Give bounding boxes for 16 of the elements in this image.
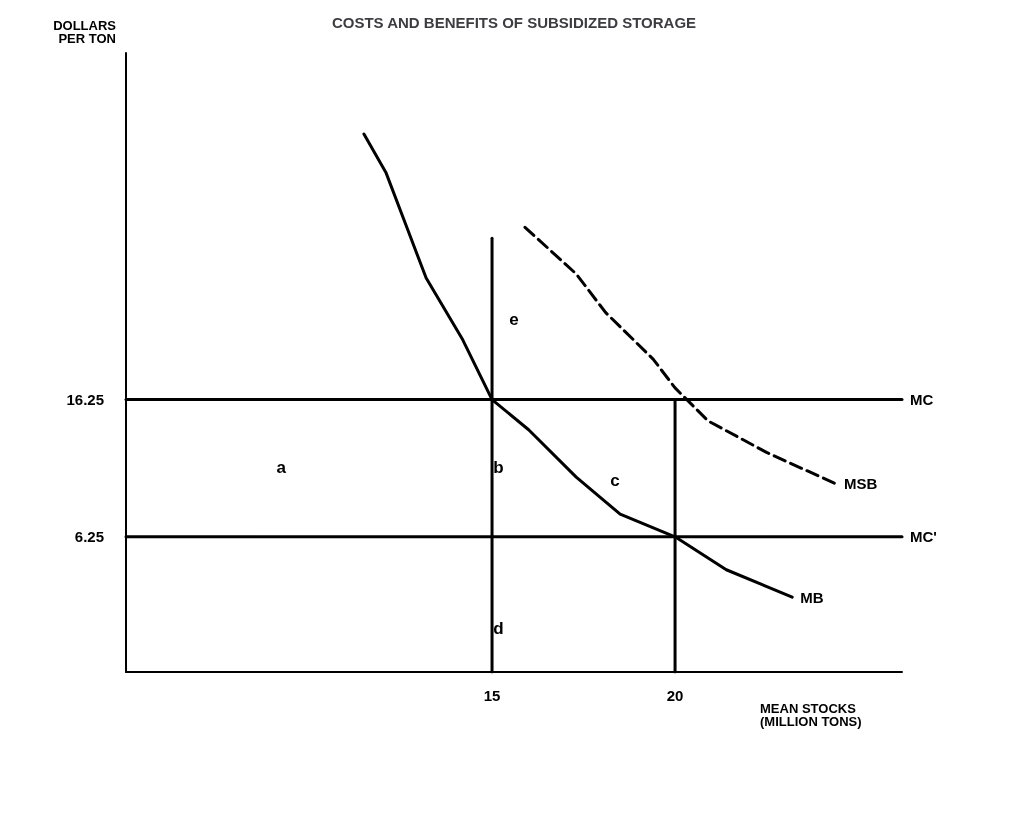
x-axis-title: MEAN STOCKS (MILLION TONS) — [760, 701, 862, 729]
y-axis-title: DOLLARS PER TON — [53, 18, 117, 46]
x-tick-label: 20 — [666, 687, 684, 704]
annotation: d — [493, 619, 504, 639]
y-tick-label: 16.25 — [66, 391, 104, 409]
annotation: c — [610, 470, 620, 490]
y-tick-label: 6.25 — [74, 528, 104, 546]
series-label: MSB — [844, 475, 878, 493]
series-label: MB — [800, 588, 824, 606]
x-tick-label: 15 — [483, 687, 501, 704]
series-label: MC — [910, 391, 934, 409]
annotation: b — [493, 458, 504, 478]
annotation: e — [509, 309, 519, 329]
annotation: a — [276, 458, 287, 478]
series-label: MC' — [910, 528, 937, 546]
chart-title: COSTS AND BENEFITS OF SUBSIDIZED STORAGE — [331, 14, 697, 31]
